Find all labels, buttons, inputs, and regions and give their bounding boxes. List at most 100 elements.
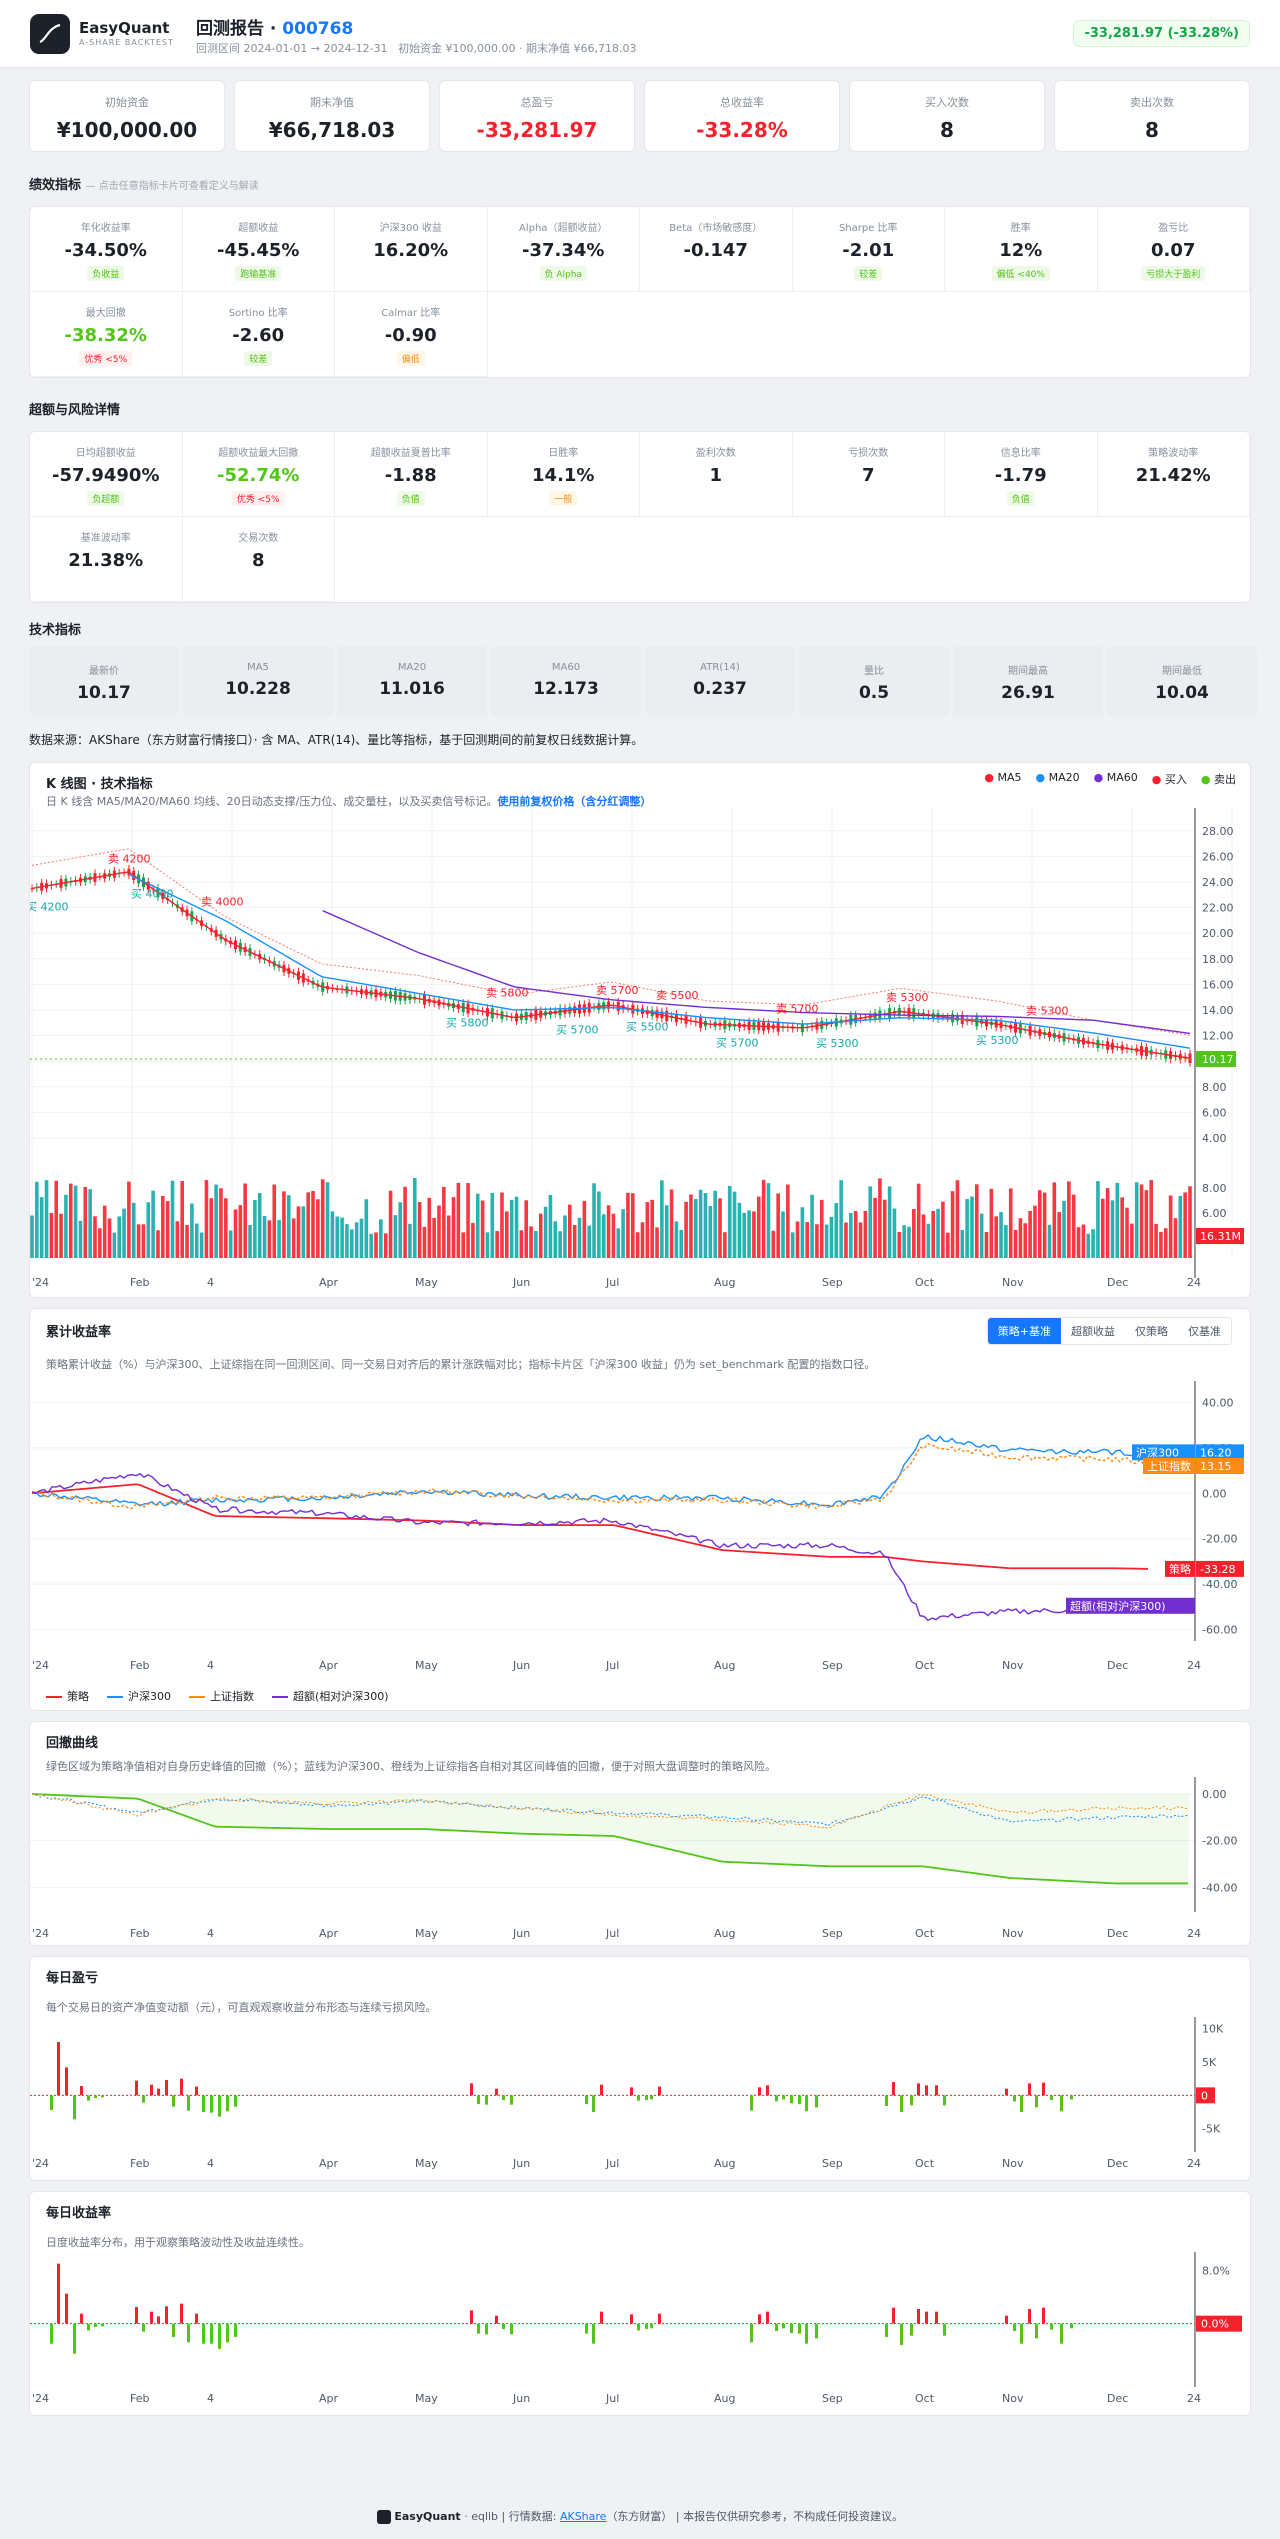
metric-card[interactable]: Calmar 比率 -0.90 偏低 bbox=[335, 292, 488, 377]
tab-strategy-benchmark[interactable]: 策略+基准 bbox=[987, 1318, 1061, 1344]
footer-disclaimer: （东方财富） | 本报告仅供研究参考，不构成任何投资建议。 bbox=[606, 2510, 904, 2523]
metric-card[interactable]: 亏损次数 7 bbox=[792, 432, 945, 517]
daily-bar bbox=[65, 2067, 68, 2096]
metric-value: -52.74% bbox=[217, 465, 300, 486]
x-tick-label: Apr bbox=[319, 2157, 339, 2170]
metric-tag: 偏低 <40% bbox=[991, 266, 1050, 281]
volume-bar bbox=[786, 1184, 790, 1258]
legend-label: 超额(相对沪深300) bbox=[293, 1690, 389, 1703]
volume-bar bbox=[1159, 1231, 1163, 1258]
adjusted-price-link[interactable]: 使用前复权价格（含分红调整） bbox=[497, 795, 652, 808]
metric-card[interactable]: 超额收益最大回撤 -52.74% 优秀 <5% bbox=[182, 432, 335, 517]
metric-card[interactable]: 日胜率 14.1% 一般 bbox=[487, 432, 640, 517]
daily-bar bbox=[645, 2095, 648, 2100]
daily-bar bbox=[750, 2323, 753, 2343]
volume-bar bbox=[524, 1200, 529, 1258]
tech-label: 量比 bbox=[864, 666, 884, 677]
volume-bar bbox=[73, 1185, 78, 1258]
volume-bar bbox=[897, 1232, 902, 1258]
metric-card[interactable]: Alpha（超额收益） -37.34% 负 Alpha bbox=[487, 207, 640, 292]
y-tick-label: 10K bbox=[1202, 2023, 1224, 2036]
tab-benchmark-only[interactable]: 仅基准 bbox=[1178, 1318, 1231, 1344]
x-tick-label: Apr bbox=[319, 1659, 339, 1671]
x-tick-label: Feb bbox=[130, 1659, 149, 1671]
tech-value: 12.173 bbox=[533, 679, 599, 699]
legend-item[interactable]: 超额(相对沪深300) bbox=[272, 1688, 389, 1704]
y-tick-label: 40.00 bbox=[1202, 1396, 1234, 1409]
daily-bar bbox=[157, 2316, 160, 2324]
tab-strategy-only[interactable]: 仅策略 bbox=[1125, 1318, 1178, 1344]
summary-value: 8 bbox=[940, 118, 954, 142]
legend-item[interactable]: 策略 bbox=[46, 1688, 89, 1704]
volume-bar bbox=[1188, 1186, 1192, 1258]
metric-card[interactable]: 年化收益率 -34.50% 负收益 bbox=[30, 207, 183, 292]
metric-card[interactable]: 盈亏比 0.07 亏损大于盈利 bbox=[1097, 207, 1250, 292]
metric-card[interactable]: Beta（市场敏感度） -0.147 bbox=[640, 207, 793, 292]
volume-bar bbox=[427, 1197, 432, 1258]
volume-bar bbox=[243, 1183, 247, 1258]
y-tick-label: 22.00 bbox=[1202, 902, 1234, 915]
volume-bar bbox=[1120, 1197, 1124, 1258]
metric-value: 1 bbox=[709, 465, 723, 486]
cum-chart[interactable]: -60.00-40.00-20.000.0020.0040.00沪深30016.… bbox=[30, 1381, 1252, 1671]
metric-card[interactable]: Sharpe 比率 -2.01 较差 bbox=[792, 207, 945, 292]
drawdown-line-沪深300 bbox=[31, 1793, 1189, 1827]
legend-item[interactable]: MA60 bbox=[1094, 771, 1138, 787]
legend-label: 买入 bbox=[1164, 773, 1187, 786]
legend-item[interactable]: 卖出 bbox=[1201, 771, 1236, 787]
metric-card[interactable]: 策略波动率 21.42% bbox=[1097, 432, 1250, 517]
volume-bar bbox=[878, 1178, 882, 1258]
metric-card[interactable]: 胜率 12% 偏低 <40% bbox=[945, 207, 1098, 292]
x-tick-label: Aug bbox=[714, 2392, 735, 2405]
metric-card[interactable]: 超额收益 -45.45% 跑输基准 bbox=[182, 207, 335, 292]
legend-item[interactable]: MA20 bbox=[1036, 771, 1080, 787]
daily-bar bbox=[585, 2095, 588, 2104]
metric-card[interactable]: 日均超额收益 -57.9490% 负超额 bbox=[30, 432, 183, 517]
volume-bar bbox=[1033, 1205, 1037, 1258]
volume-bar bbox=[1081, 1224, 1086, 1258]
trade-signal-label: 买 5700 bbox=[716, 1037, 759, 1050]
stock-code: 000768 bbox=[282, 19, 354, 39]
y-tick-label: -20.00 bbox=[1202, 1835, 1237, 1848]
metric-card[interactable]: 超额收益夏普比率 -1.88 负值 bbox=[335, 432, 488, 517]
metric-tag: 负值 bbox=[1006, 491, 1035, 506]
metric-card[interactable]: 基准波动率 21.38% bbox=[30, 517, 183, 602]
legend-item[interactable]: 买入 bbox=[1152, 771, 1187, 787]
data-source-note: 数据来源：AKShare（东方财富行情接口）· 含 MA、ATR(14)、量比等… bbox=[29, 733, 644, 747]
tab-excess[interactable]: 超额收益 bbox=[1061, 1318, 1125, 1344]
kline-chart[interactable]: 4.006.008.0010.0012.0014.0016.0018.0020.… bbox=[30, 808, 1252, 1298]
metric-card[interactable]: Sortino 比率 -2.60 较差 bbox=[182, 292, 335, 377]
akshare-link[interactable]: AKShare bbox=[559, 2510, 607, 2523]
legend-item[interactable]: MA5 bbox=[984, 771, 1022, 787]
volume-bar bbox=[679, 1229, 684, 1258]
volume-bar bbox=[277, 1220, 281, 1258]
legend-item[interactable]: 上证指数 bbox=[189, 1688, 254, 1704]
volume-bar bbox=[999, 1212, 1003, 1258]
trade-signal-label: 卖 5300 bbox=[1026, 1005, 1069, 1018]
dd-chart[interactable]: -40.00 -20.00 0.00 '24 Feb 4 Apr May Jun Jul Aug Se… bbox=[30, 1777, 1252, 1947]
series-end-value-badge bbox=[1196, 1458, 1244, 1474]
legend-label: 策略 bbox=[67, 1690, 89, 1703]
y-tick-label: 6.00 bbox=[1202, 1207, 1227, 1220]
volume-bar bbox=[955, 1180, 960, 1258]
dret-chart[interactable]: 0.0%8.0%0.0%'24Feb4AprMayJunJulAugSepOct… bbox=[30, 2252, 1252, 2417]
metric-label: Alpha（超额收益） bbox=[519, 223, 608, 234]
dpnl-chart[interactable]: -5K05K10K0'24Feb4AprMayJunJulAugSepOctNo… bbox=[30, 2017, 1252, 2182]
legend-item[interactable]: 沪深300 bbox=[107, 1688, 171, 1704]
metric-card[interactable]: 交易次数 8 bbox=[182, 517, 335, 602]
daily-bar bbox=[798, 2323, 801, 2334]
volume-bar bbox=[1057, 1211, 1061, 1258]
x-tick-label: Nov bbox=[1002, 2392, 1024, 2405]
volume-bar bbox=[519, 1230, 524, 1258]
metric-card[interactable]: 最大回撤 -38.32% 优秀 <5% bbox=[30, 292, 183, 377]
volume-bar bbox=[693, 1199, 698, 1258]
metric-card[interactable]: 沪深300 收益 16.20% bbox=[335, 207, 488, 292]
zero-badge-text: 0.0% bbox=[1201, 2318, 1229, 2331]
volume-bar bbox=[194, 1223, 199, 1258]
daily-bar bbox=[885, 2323, 888, 2337]
metric-card[interactable]: 盈利次数 1 bbox=[640, 432, 793, 517]
x-tick-label: 24 bbox=[1187, 1659, 1201, 1671]
metric-card[interactable]: 信息比率 -1.79 负值 bbox=[945, 432, 1098, 517]
brand-name: EasyQuant bbox=[79, 19, 170, 37]
daily-bar bbox=[775, 2095, 778, 2102]
